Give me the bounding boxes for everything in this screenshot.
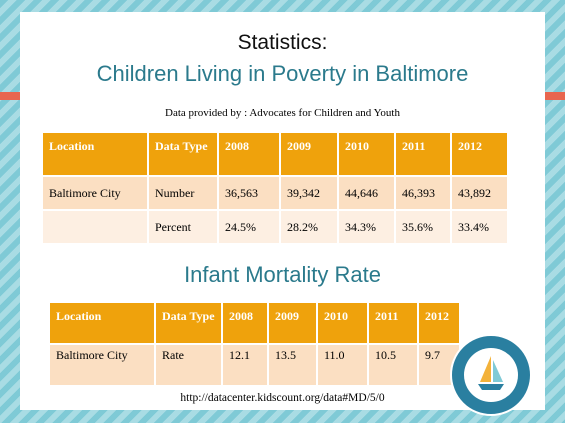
table-row: Baltimore City Number 36,563 39,342 44,646 46… bbox=[43, 175, 509, 210]
poverty-table: Location Data Type 2008 2009 2010 2011 2012 Bal… bbox=[43, 133, 509, 243]
logo-sail bbox=[493, 360, 503, 382]
table-cell bbox=[43, 209, 149, 243]
column-header: Location bbox=[43, 133, 149, 176]
column-header: Location bbox=[50, 303, 156, 344]
table-cell: 44,646 bbox=[338, 175, 396, 210]
column-header: 2012 bbox=[451, 133, 509, 176]
table-cell: 33.4% bbox=[451, 209, 509, 243]
column-header: Data Type bbox=[148, 133, 219, 176]
column-header: 2012 bbox=[418, 303, 461, 344]
table-cell: Baltimore City bbox=[50, 343, 156, 385]
table-cell: 39,342 bbox=[280, 175, 339, 210]
column-header: 2008 bbox=[218, 133, 281, 176]
mortality-table: Location Data Type 2008 2009 2010 2011 2012 Bal… bbox=[50, 303, 461, 385]
logo bbox=[450, 334, 532, 416]
column-header: 2009 bbox=[280, 133, 339, 176]
table-cell: 34.3% bbox=[338, 209, 396, 243]
column-header: Data Type bbox=[155, 303, 223, 344]
table-cell: 46,393 bbox=[395, 175, 452, 210]
table-cell: 28.2% bbox=[280, 209, 339, 243]
title: Statistics: bbox=[237, 31, 328, 54]
table-cell: 11.0 bbox=[317, 343, 369, 385]
column-header: 2011 bbox=[395, 133, 452, 176]
column-header: 2010 bbox=[338, 133, 396, 176]
table-cell: Number bbox=[148, 175, 219, 210]
table-cell: 43,892 bbox=[451, 175, 509, 210]
subtitle: Children Living in Poverty in Baltimore bbox=[96, 61, 469, 86]
table-cell: 12.1 bbox=[222, 343, 269, 385]
logo-sail bbox=[480, 356, 491, 382]
table-row: Percent 24.5% 28.2% 34.3% 35.6% 33.4% bbox=[43, 209, 509, 243]
table-cell: 35.6% bbox=[395, 209, 452, 243]
column-header: 2009 bbox=[268, 303, 318, 344]
table-cell: Percent bbox=[148, 209, 219, 243]
column-header: 2011 bbox=[368, 303, 419, 344]
header-row: Location Data Type 2008 2009 2010 2011 2012 bbox=[43, 133, 509, 176]
table-cell: Baltimore City bbox=[43, 175, 149, 210]
table-cell: 24.5% bbox=[218, 209, 281, 243]
logo-boat bbox=[478, 384, 504, 390]
table-cell: 10.5 bbox=[368, 343, 419, 385]
section-heading: Infant Mortality Rate bbox=[184, 262, 381, 287]
footer-url: http://datacenter.kidscount.org/data#MD/… bbox=[180, 392, 385, 404]
header-row: Location Data Type 2008 2009 2010 2011 2012 bbox=[50, 303, 461, 344]
source-note: Data provided by : Advocates for Childre… bbox=[165, 107, 400, 119]
column-header: 2010 bbox=[317, 303, 369, 344]
table-cell: Rate bbox=[155, 343, 223, 385]
table-cell: 13.5 bbox=[268, 343, 318, 385]
table-row: Baltimore City Rate 12.1 13.5 11.0 10.5 9.7 bbox=[50, 343, 461, 385]
table-cell: 36,563 bbox=[218, 175, 281, 210]
column-header: 2008 bbox=[222, 303, 269, 344]
